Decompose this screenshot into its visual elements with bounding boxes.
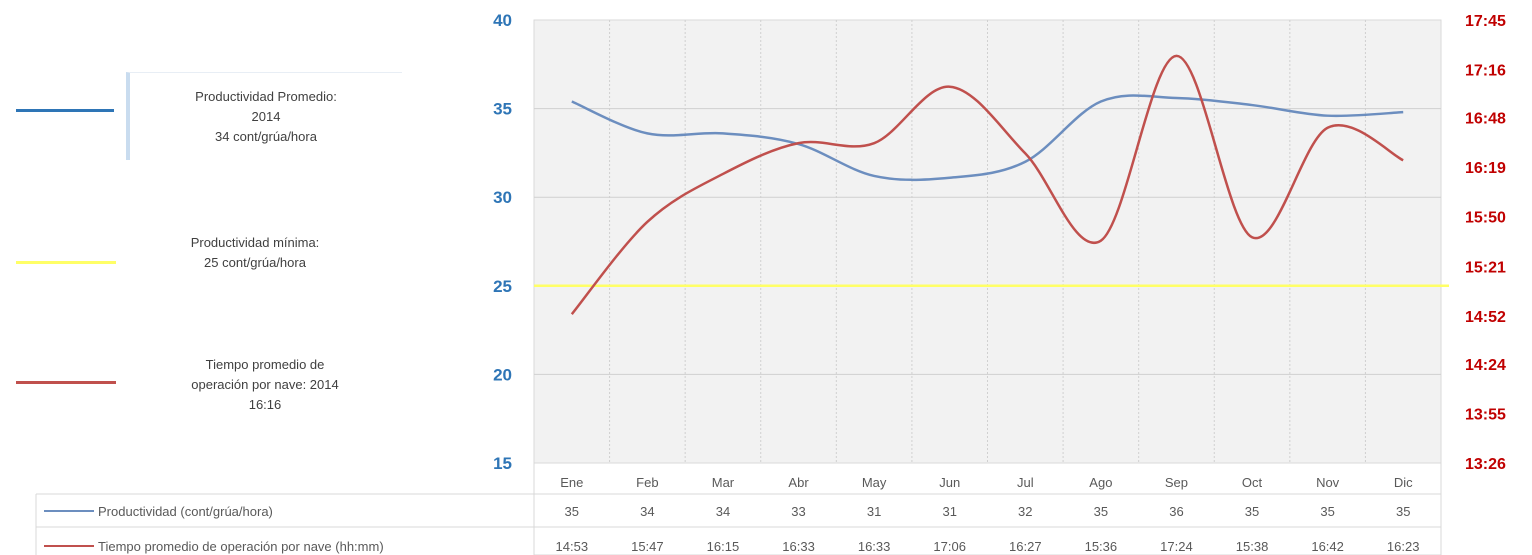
- left-axis-tick: 25: [493, 277, 512, 296]
- left-axis-tick: 40: [493, 11, 512, 30]
- x-tick-label: Abr: [788, 475, 809, 490]
- table-cell-tiempo: 16:42: [1311, 539, 1344, 554]
- left-axis-tick: 30: [493, 188, 512, 207]
- series-tiempo-line: [570, 54, 1404, 315]
- left-axis-tick: 20: [493, 365, 512, 384]
- table-cell-productividad: 33: [791, 504, 805, 519]
- right-axis-tick: 17:16: [1465, 63, 1506, 80]
- table-cell-productividad: 35: [1320, 504, 1334, 519]
- right-axis-tick: 16:48: [1465, 110, 1506, 127]
- legend-productividad-title: Productividad Promedio:: [195, 89, 337, 104]
- table-cell-tiempo: 16:33: [858, 539, 891, 554]
- legend-tiempo-line: [16, 381, 116, 384]
- x-tick-label: Oct: [1242, 475, 1263, 490]
- table-cell-productividad: 31: [942, 504, 956, 519]
- table-cell-productividad: 35: [565, 504, 579, 519]
- right-axis-tick: 16:19: [1465, 160, 1506, 177]
- x-tick-label: Jun: [939, 475, 960, 490]
- legend-tiempo-value: 16:16: [248, 397, 282, 412]
- legend-tiempo-box: Tiempo promedio de operación por nave: 2…: [120, 355, 410, 415]
- legend-productividad-year: 2014: [251, 109, 281, 124]
- table-cell-tiempo: 14:53: [556, 539, 589, 554]
- legend-minima-title: Productividad mínima:: [190, 235, 320, 250]
- legend-productividad-value: 34 cont/grúa/hora: [215, 129, 317, 144]
- legend-tiempo-title: Tiempo promedio de: [205, 357, 325, 372]
- right-axis-tick: 14:24: [1465, 357, 1506, 374]
- data-table: [533, 462, 1442, 555]
- x-tick-label: Ago: [1089, 475, 1112, 490]
- table-cell-tiempo: 17:24: [1160, 539, 1193, 554]
- legend-productividad-box: Productividad Promedio: 2014 34 cont/grú…: [126, 72, 402, 160]
- table-cell-productividad: 31: [867, 504, 881, 519]
- left-axis-tick: 35: [493, 100, 512, 119]
- left-axis-tick: 15: [493, 454, 512, 473]
- table-cell-tiempo: 17:06: [933, 539, 966, 554]
- table-legend-tiempo-label: Tiempo promedio de operación por nave (h…: [98, 539, 384, 554]
- table-cell-tiempo: 15:36: [1085, 539, 1118, 554]
- legend-minima-box: Productividad mínima: 25 cont/grúa/hora: [120, 233, 390, 273]
- x-tick-label: Feb: [636, 475, 658, 490]
- legend-minima-line: [16, 261, 116, 264]
- right-axis-tick: 15:50: [1465, 210, 1506, 227]
- right-axis-tick: 13:26: [1465, 456, 1506, 473]
- legend-productividad-line: [16, 109, 114, 112]
- x-tick-label: Dic: [1394, 475, 1413, 490]
- table-cell-productividad: 35: [1094, 504, 1108, 519]
- table-legend-productividad-label: Productividad (cont/grúa/hora): [98, 504, 273, 519]
- table-cell-productividad: 35: [1396, 504, 1410, 519]
- series-productividad-line: [571, 94, 1404, 182]
- x-tick-label: Nov: [1316, 475, 1340, 490]
- table-cell-tiempo: 16:15: [707, 539, 740, 554]
- table-cell-productividad: 32: [1018, 504, 1032, 519]
- x-tick-label: Jul: [1017, 475, 1034, 490]
- table-cell-tiempo: 15:38: [1236, 539, 1269, 554]
- table-cell-productividad: 34: [640, 504, 654, 519]
- table-cell-tiempo: 16:23: [1387, 539, 1420, 554]
- table-cell-productividad: 34: [716, 504, 730, 519]
- legend-tiempo-line2: operación por nave: 2014: [191, 377, 339, 392]
- table-cell-productividad: 35: [1245, 504, 1259, 519]
- right-axis-tick: 13:55: [1465, 406, 1506, 423]
- table-cell-tiempo: 15:47: [631, 539, 664, 554]
- right-axis-tick: 15:21: [1465, 259, 1506, 276]
- legend-minima-value: 25 cont/grúa/hora: [204, 255, 306, 270]
- x-tick-label: May: [862, 475, 887, 490]
- x-tick-label: Ene: [560, 475, 583, 490]
- right-axis-tick: 14:52: [1465, 309, 1506, 326]
- x-tick-label: Sep: [1165, 475, 1188, 490]
- table-cell-productividad: 36: [1169, 504, 1183, 519]
- x-tick-label: Mar: [712, 475, 735, 490]
- right-axis-tick: 17:45: [1465, 13, 1506, 30]
- table-cell-tiempo: 16:27: [1009, 539, 1042, 554]
- table-cell-tiempo: 16:33: [782, 539, 815, 554]
